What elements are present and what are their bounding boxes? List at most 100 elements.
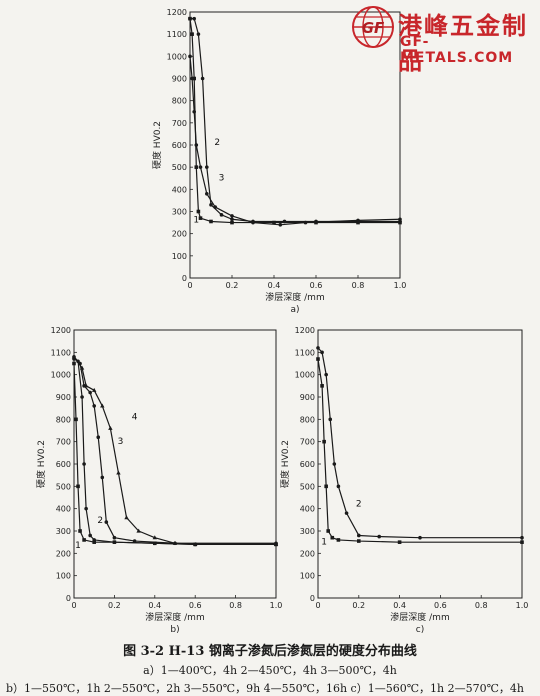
y-tick-label: 800 — [56, 415, 71, 424]
x-tick-label: 0.2 — [352, 601, 365, 610]
curve-label: 1 — [193, 216, 199, 226]
x-tick-label: 0.2 — [108, 601, 121, 610]
series-line-4 — [73, 356, 276, 546]
data-point — [303, 220, 308, 225]
data-point — [193, 542, 198, 546]
data-point — [398, 217, 402, 222]
y-tick-label: 1000 — [295, 371, 315, 380]
y-axis-label: 硬度 HV0.2 — [279, 440, 291, 488]
x-tick-label: 0.4 — [268, 281, 281, 290]
panel-label: b) — [170, 625, 179, 635]
data-point — [92, 387, 97, 392]
data-point — [198, 216, 203, 220]
y-tick-label: 800 — [300, 415, 315, 424]
y-tick-label: 1100 — [295, 348, 315, 357]
data-point — [198, 165, 203, 169]
data-point — [230, 214, 234, 218]
y-tick-label: 0 — [66, 594, 71, 603]
data-point — [316, 357, 320, 361]
data-point — [196, 32, 201, 36]
y-axis-label: 硬度 HV0.2 — [35, 440, 47, 488]
curve-label: 2 — [214, 138, 220, 148]
data-point — [132, 539, 137, 543]
globe-logo-icon: GF — [352, 6, 394, 48]
x-tick-label: 0 — [187, 281, 192, 290]
data-point — [100, 475, 105, 480]
data-point — [209, 219, 213, 224]
y-tick-label: 300 — [300, 527, 315, 536]
data-point — [320, 350, 324, 355]
curve-label: 1 — [321, 537, 327, 547]
data-point — [112, 540, 117, 544]
y-tick-label: 100 — [300, 572, 315, 581]
y-tick-label: 600 — [172, 141, 187, 150]
series-line-2 — [73, 358, 276, 546]
data-point — [100, 403, 105, 408]
x-tick-label: 0 — [315, 601, 320, 610]
data-point — [344, 511, 349, 515]
curve-label: 1 — [75, 541, 81, 551]
data-point — [188, 54, 192, 59]
data-point — [124, 515, 129, 520]
data-point — [71, 354, 77, 359]
y-tick-label: 100 — [56, 572, 71, 581]
x-tick-label: 1.0 — [270, 601, 283, 610]
x-tick-label: 0.4 — [148, 601, 161, 610]
data-point — [96, 435, 101, 440]
y-tick-label: 1200 — [167, 8, 187, 17]
data-point — [92, 404, 96, 408]
y-tick-label: 1200 — [51, 326, 71, 335]
y-tick-label: 700 — [56, 438, 71, 447]
data-point — [219, 213, 224, 217]
y-tick-label: 0 — [182, 274, 187, 283]
data-point — [80, 395, 84, 399]
y-tick-label: 700 — [300, 438, 315, 447]
data-point — [230, 220, 234, 225]
series-line-2 — [317, 347, 522, 539]
y-tick-label: 200 — [172, 230, 187, 239]
data-point — [332, 462, 337, 466]
x-tick-label: 0.2 — [226, 281, 239, 290]
y-tick-label: 1000 — [167, 52, 187, 61]
data-point — [112, 535, 117, 540]
data-point — [324, 484, 328, 489]
y-tick-label: 400 — [172, 185, 187, 194]
data-point — [357, 533, 361, 538]
y-tick-label: 0 — [310, 594, 315, 603]
y-tick-label: 900 — [56, 393, 71, 402]
data-point — [520, 535, 524, 540]
data-point — [209, 203, 213, 207]
plot-frame — [317, 329, 523, 599]
data-point — [74, 417, 78, 422]
data-point — [172, 540, 178, 545]
y-tick-label: 300 — [56, 527, 71, 536]
data-point — [356, 218, 360, 223]
panel-label: c) — [416, 625, 424, 635]
y-tick-label: 900 — [172, 75, 187, 84]
y-tick-label: 500 — [56, 482, 71, 491]
data-point — [330, 535, 335, 540]
x-axis-label: 渗层深度 /mm — [265, 291, 324, 303]
y-tick-label: 800 — [172, 97, 187, 106]
panel-label: a) — [290, 305, 299, 315]
y-tick-label: 1100 — [167, 30, 187, 39]
y-tick-label: 600 — [56, 460, 71, 469]
data-point — [336, 484, 341, 489]
y-tick-label: 400 — [56, 505, 71, 514]
plot-frame — [73, 329, 277, 599]
data-point — [520, 540, 524, 544]
series-line-1 — [73, 363, 276, 546]
data-point — [84, 506, 88, 511]
data-point — [205, 191, 209, 196]
data-point — [418, 535, 422, 540]
data-point — [152, 535, 157, 540]
y-tick-label: 900 — [300, 393, 315, 402]
data-point — [192, 76, 196, 81]
data-point — [192, 16, 196, 21]
data-point — [194, 165, 199, 169]
x-tick-label: 0.8 — [475, 601, 488, 610]
data-point — [316, 346, 320, 350]
data-point — [200, 76, 205, 81]
y-tick-label: 300 — [172, 208, 187, 217]
